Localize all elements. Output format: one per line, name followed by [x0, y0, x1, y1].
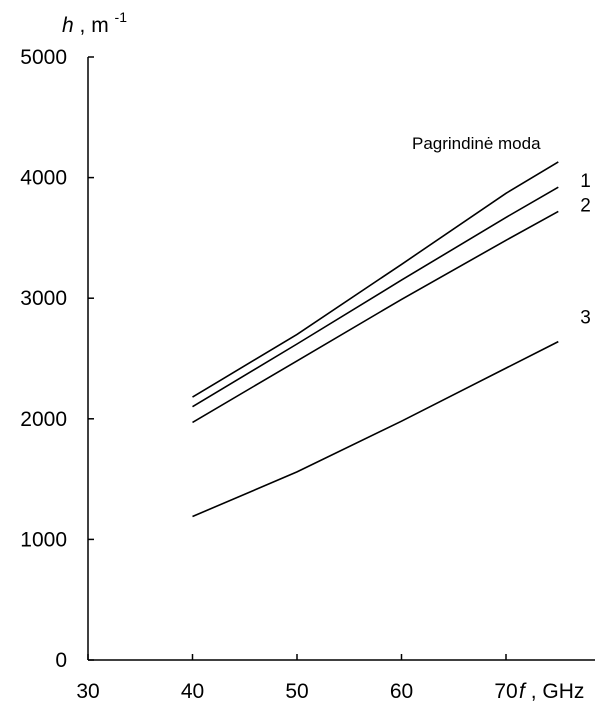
axes: 0 1000 2000 3000 4000 5000 30 40 50 60 70 [20, 46, 595, 703]
x-tick-label: 30 [76, 680, 99, 703]
series-line-2 [192, 210, 559, 424]
series-layer: 1 2 3 [192, 161, 591, 518]
x-axis-unit: , GHz [531, 680, 585, 703]
y-tick-label: 3000 [20, 287, 67, 310]
y-axis-exponent: -1 [115, 9, 128, 25]
series-label-3: 3 [580, 308, 591, 329]
x-tick-label: 60 [390, 680, 413, 703]
y-tick-label: 4000 [20, 167, 67, 190]
x-tick-label: 40 [181, 680, 204, 703]
x-tick-label: 70 [494, 680, 517, 703]
x-tick-label: 50 [285, 680, 308, 703]
x-axis-label: f , GHz [519, 680, 584, 703]
series-label-2: 2 [580, 195, 591, 216]
y-axis-symbol: h [62, 14, 74, 37]
y-tick-label: 0 [55, 649, 67, 672]
legend-title: Pagrindinė moda [412, 134, 541, 153]
x-axis-symbol: f [519, 680, 527, 703]
series-line-0 [192, 161, 559, 398]
series-label-1: 1 [580, 171, 591, 192]
series-line-3 [192, 340, 559, 518]
y-tick-label: 1000 [20, 528, 67, 551]
y-tick-label: 2000 [20, 408, 67, 431]
y-axis-label: h , m -1 [62, 9, 127, 37]
y-tick-label: 5000 [20, 46, 67, 69]
y-axis-unit: , m [80, 14, 109, 37]
series-line-1 [192, 186, 559, 408]
